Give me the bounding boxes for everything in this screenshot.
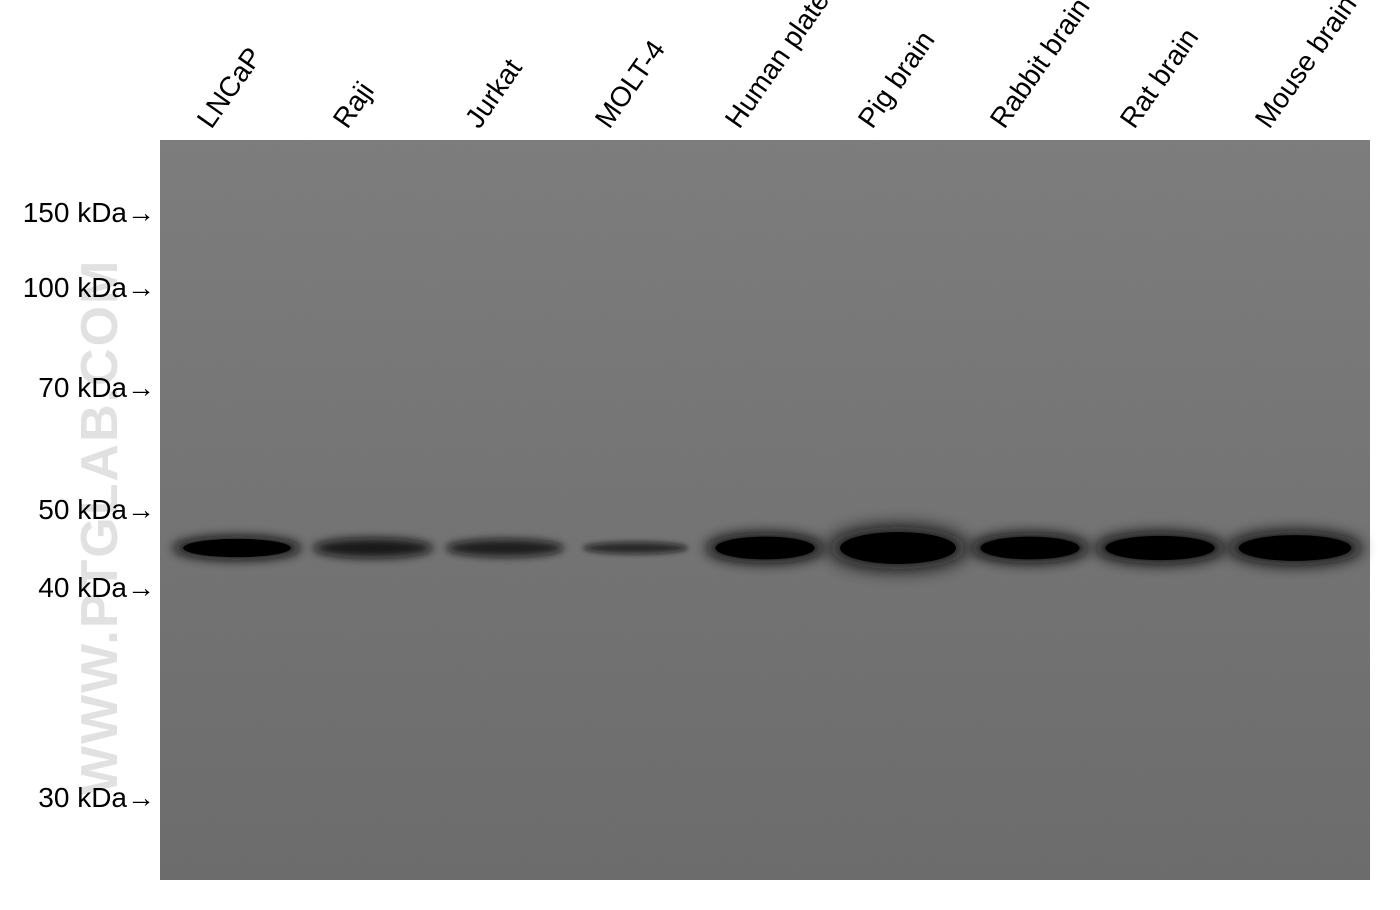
arrow-icon: → [127, 782, 155, 813]
mw-marker-text: 100 kDa [23, 272, 127, 303]
mw-marker-2: 70 kDa→ [38, 372, 155, 404]
band-8 [1194, 497, 1396, 599]
watermark-text: WWW.PTGLAB.COM [70, 175, 130, 795]
mw-marker-text: 30 kDa [38, 782, 127, 813]
mw-marker-0: 150 kDa→ [23, 197, 155, 229]
lane-label-4: Human platelets [719, 0, 861, 134]
lane-label-0: LNCaP [191, 42, 269, 134]
lane-label-6: Rabbit brain [984, 0, 1097, 134]
western-blot-figure: WWW.PTGLAB.COM 150 kDa→100 kDa→70 kDa→50… [0, 0, 1400, 910]
mw-marker-5: 30 kDa→ [38, 782, 155, 814]
lane-label-1: Raji [327, 76, 381, 134]
arrow-icon: → [127, 372, 155, 403]
lane-label-5: Pig brain [852, 25, 942, 134]
arrow-icon: → [127, 197, 155, 228]
mw-marker-text: 50 kDa [38, 494, 127, 525]
mw-marker-3: 50 kDa→ [38, 494, 155, 526]
mw-marker-1: 100 kDa→ [23, 272, 155, 304]
mw-marker-4: 40 kDa→ [38, 572, 155, 604]
arrow-icon: → [127, 272, 155, 303]
mw-marker-text: 70 kDa [38, 372, 127, 403]
lane-label-3: MOLT-4 [589, 34, 672, 134]
mw-marker-text: 40 kDa [38, 572, 127, 603]
lane-label-7: Rat brain [1114, 23, 1205, 134]
lane-label-8: Mouse brain [1249, 0, 1364, 134]
band-2 [428, 521, 582, 575]
mw-marker-text: 150 kDa [23, 197, 127, 228]
lane-label-2: Jurkat [459, 53, 529, 134]
